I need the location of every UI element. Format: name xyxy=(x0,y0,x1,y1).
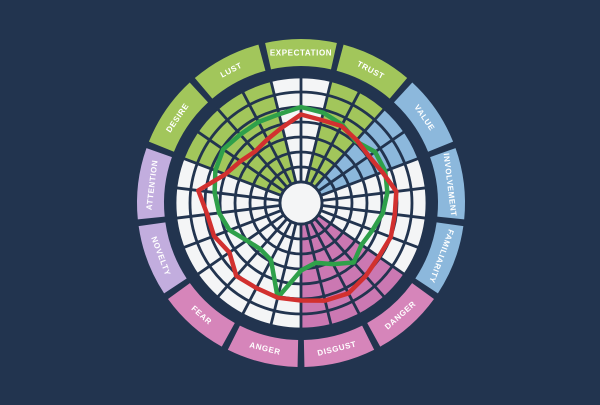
ring-segment-value[interactable] xyxy=(393,82,454,152)
grid-spoke xyxy=(317,130,406,193)
grid-spoke xyxy=(309,220,361,316)
grid-spoke xyxy=(313,217,386,299)
ring-segment-attention[interactable] xyxy=(137,148,172,220)
ring-segment-expectation[interactable] xyxy=(265,39,337,70)
series-red-line xyxy=(196,112,399,303)
ring-label-expectation: EXPECTATION xyxy=(270,49,332,58)
grid-spoke xyxy=(216,107,289,189)
ring-segment-disgust[interactable] xyxy=(303,325,375,367)
grid-spoke xyxy=(320,209,420,249)
ring-segment-desire[interactable] xyxy=(148,82,209,152)
grid-spoke xyxy=(182,157,282,197)
grid-spoke xyxy=(241,220,293,316)
grid-spoke xyxy=(175,186,281,202)
grid-spoke xyxy=(182,209,282,249)
ring-segment-lust[interactable] xyxy=(194,44,266,99)
grid-spoke xyxy=(304,223,333,326)
grid-spoke xyxy=(321,186,427,202)
ring-segment-familiarity[interactable] xyxy=(415,222,464,294)
grid-spoke xyxy=(216,217,289,299)
ring-segment-novelty[interactable] xyxy=(138,222,187,294)
grid-spoke xyxy=(309,90,361,186)
ring-segment-trust[interactable] xyxy=(336,44,408,99)
grid-spoke xyxy=(269,80,298,183)
grid-spoke xyxy=(313,107,386,189)
sector-wedge-involvement xyxy=(320,158,428,219)
ring-segment-anger[interactable] xyxy=(227,325,299,367)
series-green-line xyxy=(212,104,390,300)
hub-circle xyxy=(278,180,324,226)
grid-spoke xyxy=(196,213,285,276)
grid-spoke xyxy=(304,80,333,183)
ring-segment-involvement[interactable] xyxy=(430,148,465,220)
grid-spoke xyxy=(321,204,427,220)
ring-segment-danger[interactable] xyxy=(367,283,434,347)
grid-spoke xyxy=(269,223,298,326)
grid-spoke xyxy=(320,157,420,197)
ring-segment-fear[interactable] xyxy=(168,283,235,347)
grid-spoke xyxy=(175,204,281,220)
